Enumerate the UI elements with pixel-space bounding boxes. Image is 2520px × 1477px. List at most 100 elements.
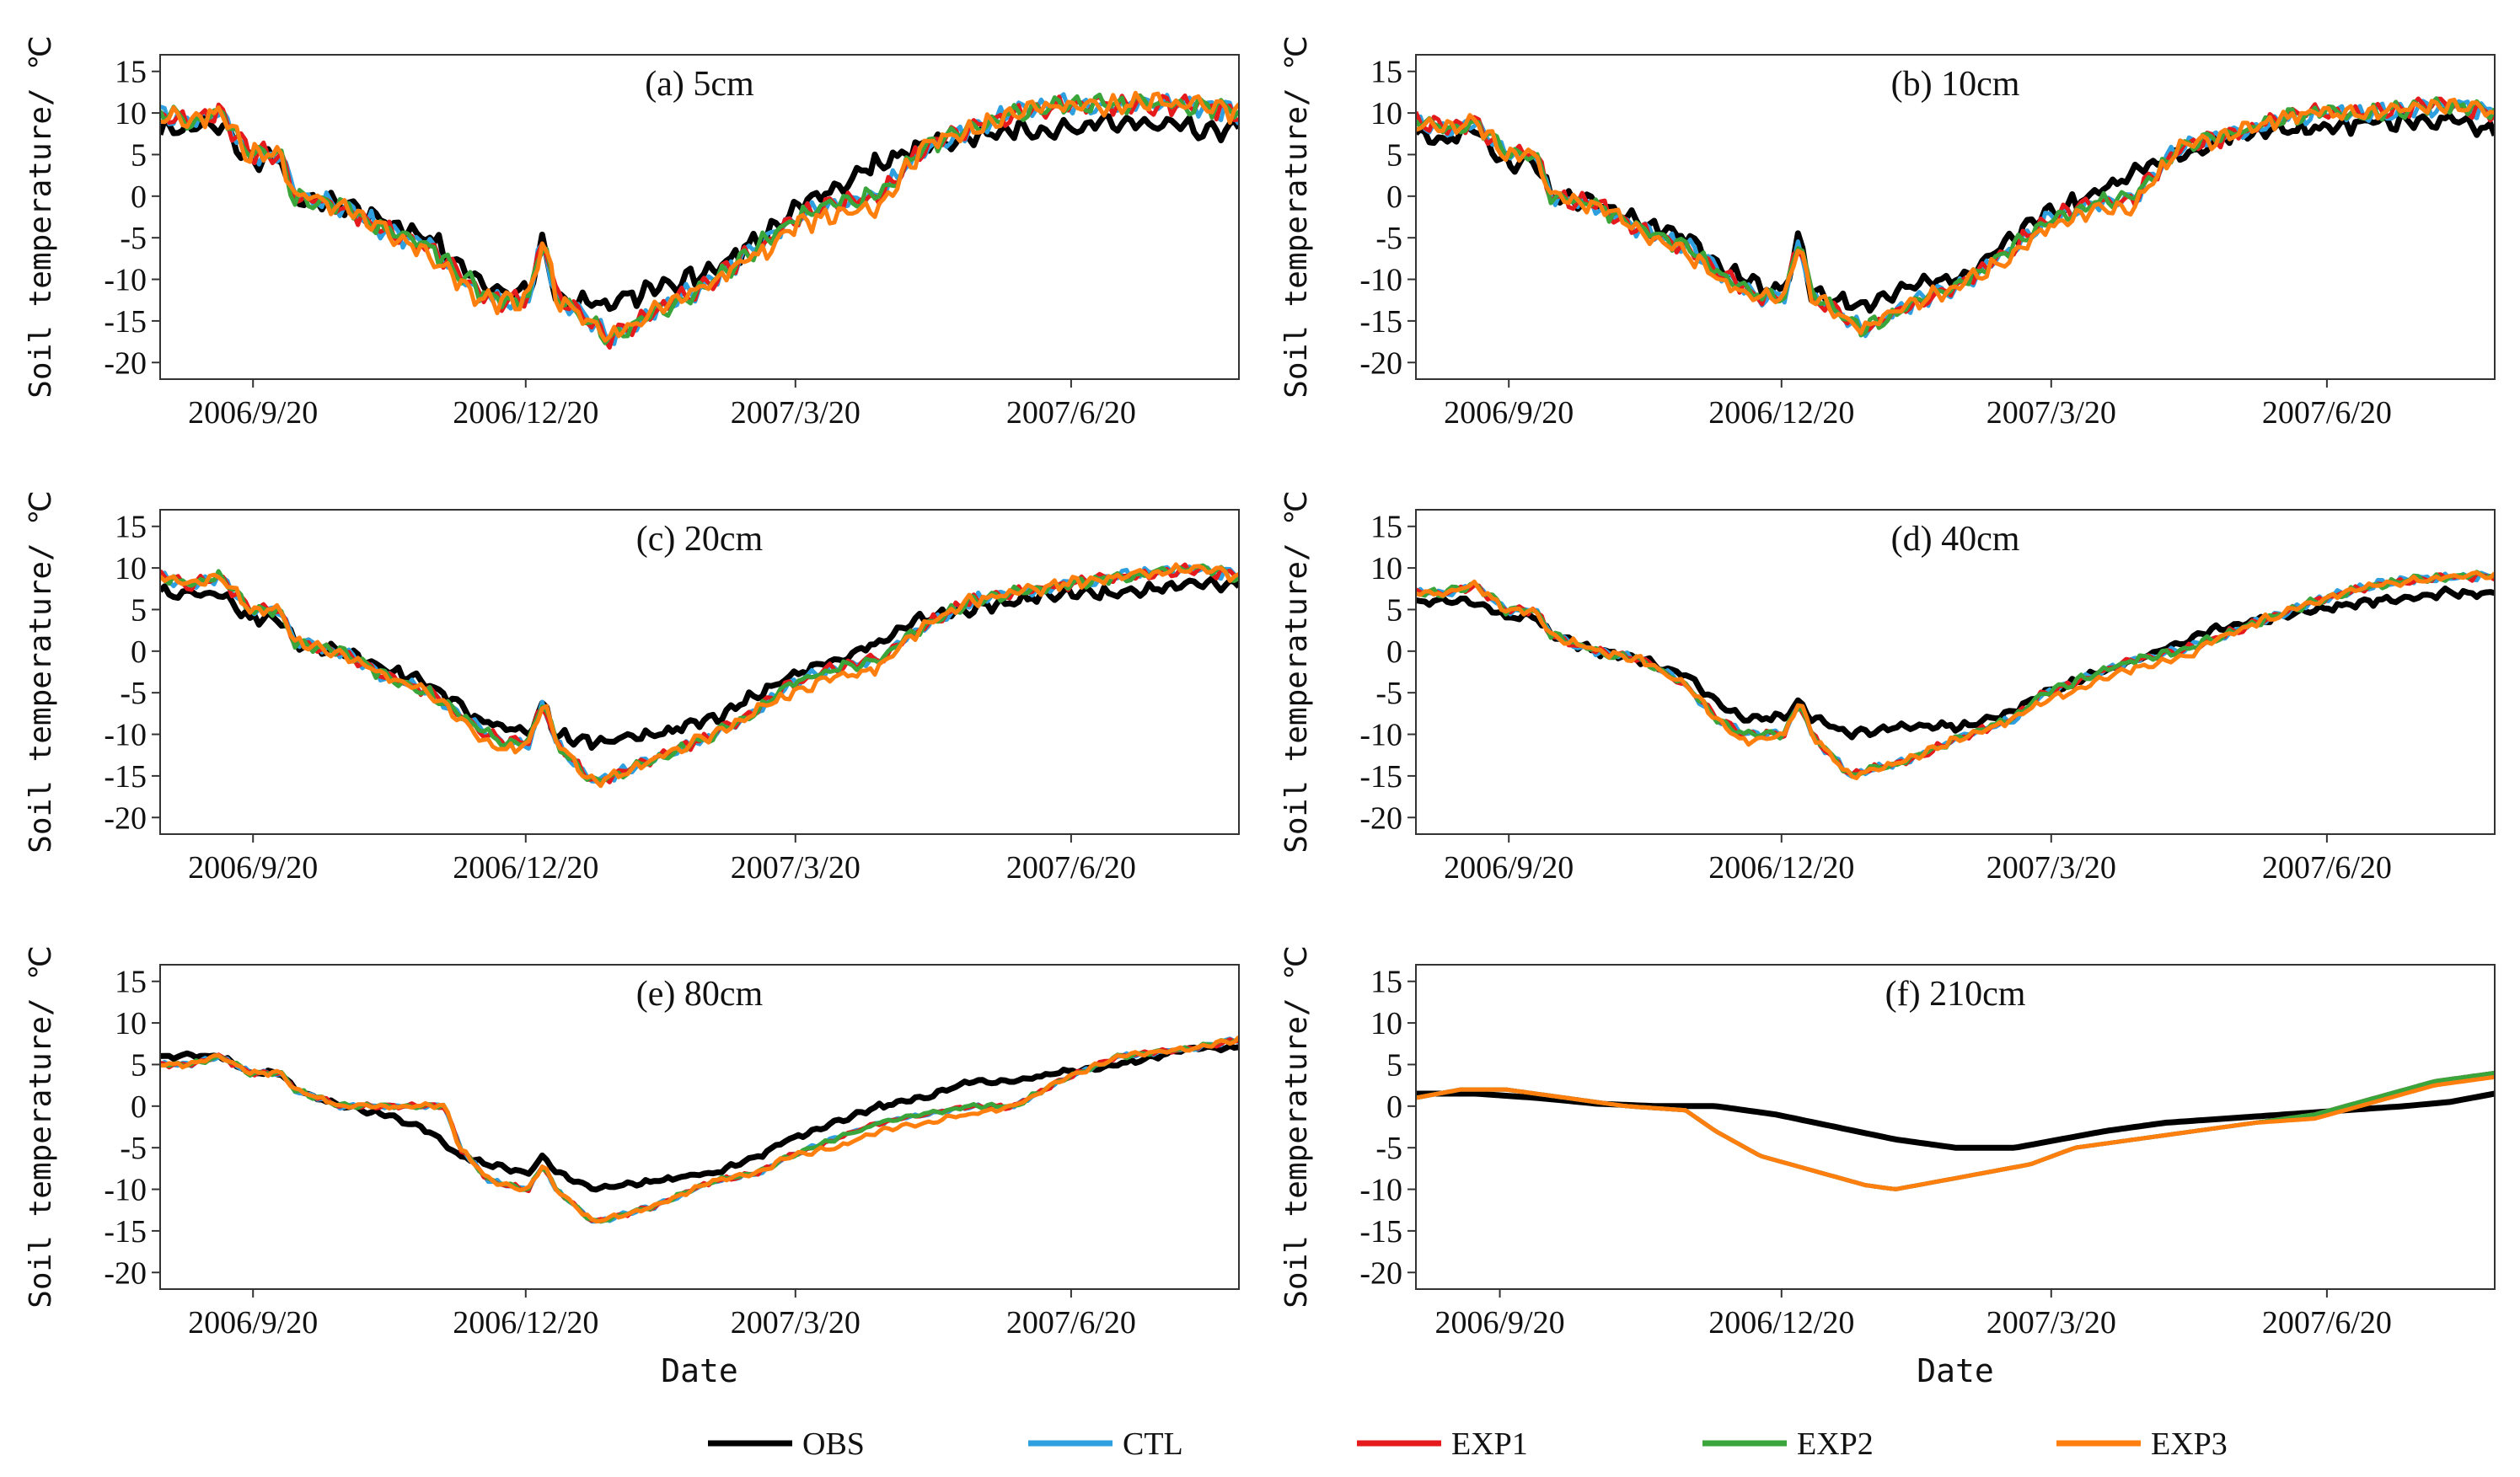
- series-line-ctl: [1416, 1070, 2495, 1191]
- y-tick-label: -15: [1359, 759, 1402, 795]
- y-tick-label: -5: [1375, 221, 1402, 256]
- x-tick-label: 2007/3/20: [731, 850, 861, 886]
- series-group: [1416, 96, 2495, 339]
- panel-title: (e) 80cm: [636, 975, 764, 1014]
- y-tick-label: -15: [104, 759, 147, 795]
- y-tick-label: -5: [120, 221, 147, 256]
- x-tick-label: 2006/9/20: [1434, 1305, 1564, 1341]
- y-tick-label: 10: [1370, 96, 1402, 131]
- x-tick-label: 2006/9/20: [188, 395, 318, 431]
- x-tick-label: 2006/9/20: [1444, 850, 1574, 886]
- x-tick-label: 2007/3/20: [1987, 1305, 2116, 1341]
- y-tick-label: -10: [104, 1173, 147, 1208]
- legend-item-exp2: EXP2: [1702, 1426, 1874, 1462]
- legend-label: EXP3: [2151, 1426, 2228, 1462]
- y-tick-label: 10: [115, 96, 147, 131]
- panel-title: (c) 20cm: [636, 520, 764, 559]
- plot-frame: [159, 509, 1240, 835]
- x-tick-label: 2007/6/20: [2262, 1305, 2392, 1341]
- y-tick-label: 5: [131, 592, 147, 628]
- panel-3: 15 10 5 0 -5 -10 -15 -20 2006/9/20 2006/12/20 2007…: [24, 490, 1240, 886]
- y-axis-label: Soil temperature/ ℃: [1279, 945, 1314, 1308]
- series-line-exp2: [1416, 96, 2495, 338]
- series-line-exp3: [160, 1036, 1239, 1224]
- y-tick-label: 0: [131, 179, 147, 215]
- panel-6: 15 10 5 0 -5 -10 -15 -20 2006/9/20 2006/12/20 2007…: [1279, 945, 2496, 1389]
- y-tick-label: -10: [1359, 718, 1402, 753]
- legend-label: OBS: [802, 1426, 865, 1462]
- panel-5: 15 10 5 0 -5 -10 -15 -20 2006/9/20 2006/12/20 2007…: [24, 945, 1240, 1389]
- panel-2: 15 10 5 0 -5 -10 -15 -20 2006/9/20 2006/12/20 2007…: [1279, 35, 2496, 431]
- x-tick-label: 2006/12/20: [453, 1305, 598, 1341]
- plot-frame: [1415, 509, 2496, 835]
- series-group: [1416, 570, 2495, 781]
- y-tick-label: 15: [115, 55, 147, 90]
- series-group: [1416, 1070, 2495, 1191]
- y-axis-label: Soil temperature/ ℃: [24, 490, 58, 854]
- y-tick-label: 5: [1386, 137, 1402, 173]
- y-tick-label: -5: [120, 676, 147, 711]
- legend-item-exp3: EXP3: [2056, 1426, 2228, 1462]
- plot-frame: [159, 54, 1240, 380]
- y-tick-label: 0: [131, 634, 147, 670]
- series-line-exp1: [1416, 1070, 2495, 1191]
- y-tick-label: -5: [1375, 1131, 1402, 1166]
- y-tick-label: -5: [1375, 676, 1402, 711]
- y-tick-label: 15: [1370, 55, 1402, 90]
- y-tick-label: 0: [1386, 634, 1402, 670]
- y-tick-label: -20: [1359, 800, 1402, 836]
- series-line-exp1: [1416, 571, 2495, 777]
- legend-label: EXP1: [1451, 1426, 1528, 1462]
- y-tick-label: -20: [104, 800, 147, 836]
- y-tick-label: -5: [120, 1131, 147, 1166]
- y-tick-label: -15: [104, 304, 147, 340]
- y-tick-label: 10: [1370, 1006, 1402, 1041]
- y-tick-label: -15: [1359, 304, 1402, 340]
- series-line-ctl: [1416, 99, 2495, 339]
- x-tick-label: 2006/12/20: [1708, 1305, 1854, 1341]
- y-tick-label: 0: [131, 1089, 147, 1125]
- y-axis-label: Soil temperature/ ℃: [1279, 35, 1314, 399]
- y-tick-label: -10: [1359, 1173, 1402, 1208]
- y-axis-label: Soil temperature/ ℃: [24, 945, 58, 1308]
- x-tick-label: 2006/9/20: [188, 1305, 318, 1341]
- x-axis-label: Date: [661, 1352, 738, 1389]
- series-line-obs: [160, 112, 1239, 313]
- y-tick-label: -20: [1359, 345, 1402, 381]
- x-tick-label: 2007/6/20: [1006, 1305, 1136, 1341]
- series-line-ctl: [1416, 570, 2495, 779]
- x-tick-label: 2006/12/20: [1708, 850, 1854, 886]
- y-tick-label: -10: [104, 718, 147, 753]
- y-tick-label: 10: [115, 551, 147, 586]
- panel-title: (d) 40cm: [1891, 520, 2020, 559]
- y-tick-label: 15: [115, 965, 147, 1000]
- x-tick-label: 2006/12/20: [453, 395, 598, 431]
- series-line-exp3: [160, 90, 1239, 343]
- x-tick-label: 2007/6/20: [1006, 395, 1136, 431]
- x-tick-label: 2007/6/20: [2262, 850, 2392, 886]
- y-tick-label: -10: [1359, 263, 1402, 298]
- x-tick-label: 2006/12/20: [453, 850, 598, 886]
- series-group: [160, 562, 1239, 789]
- series-line-exp3: [1416, 570, 2495, 781]
- y-tick-label: 15: [1370, 510, 1402, 545]
- legend: OBS CTL EXP1 EXP2 EXP3: [708, 1426, 2228, 1462]
- panel-4: 15 10 5 0 -5 -10 -15 -20 2006/9/20 2006/12/20 2007…: [1279, 490, 2496, 886]
- legend-item-ctl: CTL: [1028, 1426, 1183, 1462]
- y-tick-label: 15: [115, 510, 147, 545]
- plot-frame: [1415, 964, 2496, 1290]
- series-line-exp2: [1416, 1070, 2495, 1191]
- y-tick-label: 5: [1386, 1047, 1402, 1083]
- series-line-exp3: [160, 562, 1239, 789]
- y-tick-label: 15: [1370, 965, 1402, 1000]
- y-tick-label: 0: [1386, 179, 1402, 215]
- series-line-obs: [160, 575, 1239, 751]
- legend-item-obs: OBS: [708, 1426, 865, 1462]
- series-line-obs: [1416, 1090, 2495, 1151]
- x-axis-label: Date: [1917, 1352, 1994, 1389]
- legend-label: EXP2: [1797, 1426, 1874, 1462]
- series-line-exp2: [1416, 570, 2495, 777]
- panel-1: 15 10 5 0 -5 -10 -15 -20 2006/9/20 2006/12/20 2007…: [24, 35, 1240, 431]
- y-tick-label: 10: [115, 1006, 147, 1041]
